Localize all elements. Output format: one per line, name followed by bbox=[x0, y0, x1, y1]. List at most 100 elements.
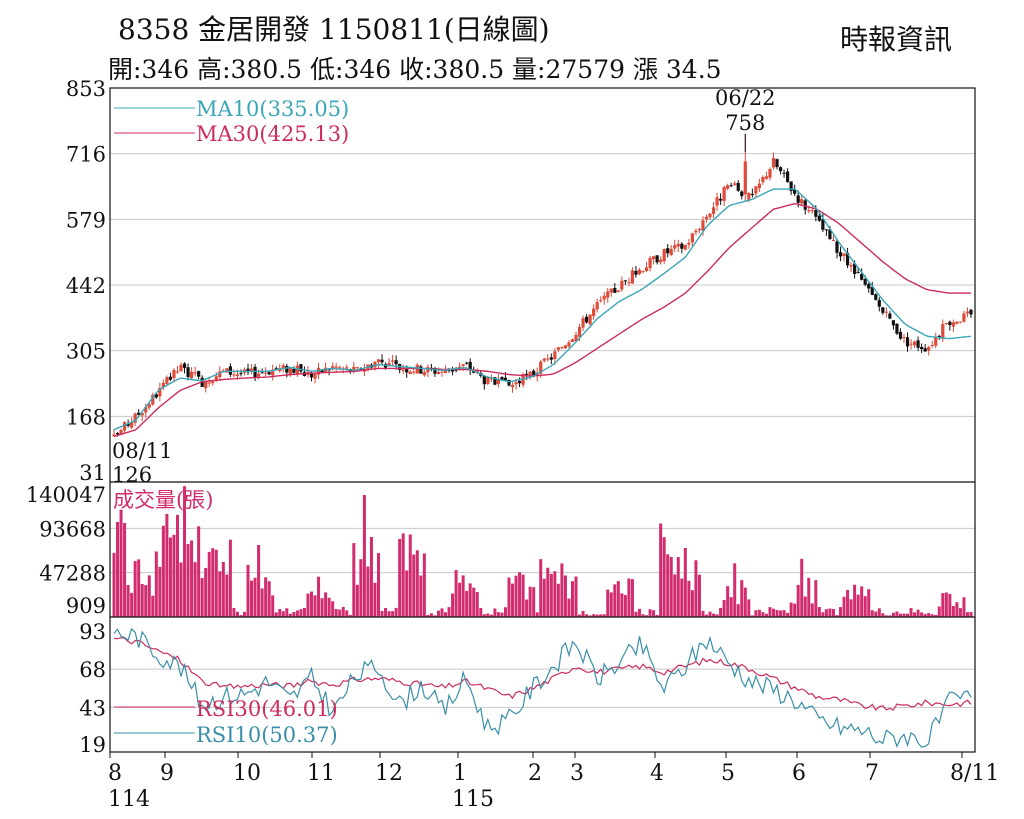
volume-bar bbox=[796, 584, 800, 617]
volume-bar bbox=[560, 563, 564, 617]
volume-bar bbox=[514, 575, 518, 617]
volume-bar bbox=[521, 574, 525, 617]
volume-bar bbox=[846, 589, 850, 617]
candle-body bbox=[835, 241, 839, 253]
volume-bar bbox=[415, 550, 419, 617]
candle-body bbox=[285, 365, 289, 373]
volume-bar bbox=[295, 610, 299, 617]
volume-bar bbox=[853, 584, 857, 617]
volume-bar bbox=[920, 612, 924, 617]
candle-body bbox=[902, 336, 906, 338]
volume-bar bbox=[366, 566, 370, 617]
x-month-label: 11 bbox=[307, 761, 335, 786]
volume-bar bbox=[175, 514, 179, 617]
volume-bar bbox=[712, 613, 716, 617]
volume-bar bbox=[257, 545, 261, 617]
candle-body bbox=[849, 264, 853, 267]
volume-bar bbox=[803, 596, 807, 617]
ma10-line bbox=[113, 188, 972, 431]
volume-bar bbox=[489, 614, 493, 617]
chart-frame bbox=[109, 87, 976, 758]
volume-bar bbox=[849, 599, 853, 617]
candle-body bbox=[299, 364, 303, 372]
volume-bar bbox=[493, 608, 497, 617]
candle-body bbox=[863, 278, 867, 285]
candle-body bbox=[616, 290, 620, 292]
volume-bar bbox=[683, 547, 687, 617]
price-tick-label: 31 bbox=[79, 461, 106, 485]
volume-bar bbox=[507, 577, 511, 617]
candle-body bbox=[507, 379, 511, 386]
candle-body bbox=[775, 159, 779, 168]
volume-bar bbox=[623, 595, 627, 617]
candle-body bbox=[905, 337, 910, 347]
candle-body bbox=[394, 360, 398, 365]
grid-lines bbox=[110, 153, 975, 708]
candle-body bbox=[641, 271, 645, 273]
volume-bar bbox=[793, 603, 797, 617]
volume-bar bbox=[962, 597, 966, 617]
volume-bar bbox=[666, 554, 670, 617]
volume-bar bbox=[412, 554, 416, 617]
candle-body bbox=[853, 263, 857, 274]
volume-bar bbox=[444, 612, 448, 617]
volume-bar bbox=[204, 567, 208, 617]
volume-bar bbox=[373, 582, 377, 617]
volume-bar bbox=[948, 594, 952, 617]
candle-body bbox=[175, 371, 180, 373]
volume-bar bbox=[708, 611, 712, 617]
candle-body bbox=[454, 369, 458, 371]
volume-bar bbox=[719, 607, 723, 617]
volume-bar bbox=[362, 494, 366, 617]
volume-bar bbox=[239, 615, 243, 617]
volume-bar bbox=[860, 586, 864, 617]
volume-bar bbox=[302, 607, 306, 617]
candle-body bbox=[130, 422, 134, 428]
volume-bar bbox=[359, 559, 363, 617]
candle-body bbox=[482, 375, 486, 385]
volume-bar bbox=[475, 591, 479, 617]
candle-body bbox=[711, 207, 716, 214]
peak-value-label: 758 bbox=[725, 111, 765, 135]
volume-bar bbox=[250, 580, 254, 617]
candle-body bbox=[884, 311, 888, 313]
candle-body bbox=[253, 366, 257, 378]
candle-body bbox=[602, 295, 606, 300]
chart-title: 8358 金居開發 1150811(日線圖) bbox=[118, 13, 550, 46]
volume-bar bbox=[934, 614, 938, 617]
volume-bar bbox=[662, 537, 666, 617]
candle-body bbox=[235, 374, 240, 377]
volume-bar bbox=[606, 589, 610, 617]
candle-body bbox=[584, 316, 589, 323]
candle-body bbox=[422, 371, 426, 376]
candle-body bbox=[144, 407, 148, 413]
volume-tick-label: 909 bbox=[66, 594, 106, 618]
volume-bar bbox=[331, 601, 335, 617]
candle-body bbox=[574, 334, 578, 342]
candle-body bbox=[909, 343, 913, 345]
candle-body bbox=[249, 368, 254, 372]
volume-bar bbox=[345, 610, 349, 617]
volume-title: 成交量(張) bbox=[113, 488, 213, 512]
candle-body bbox=[387, 362, 391, 367]
legend-ma10-label: MA10(335.05) bbox=[196, 97, 349, 121]
volume-bar bbox=[775, 610, 779, 617]
candle-body bbox=[965, 311, 970, 314]
candle-body bbox=[733, 183, 737, 185]
volume-tick-label: 140047 bbox=[26, 483, 106, 507]
x-month-label: 4 bbox=[650, 761, 664, 786]
candle-body bbox=[701, 220, 705, 231]
volume-bar bbox=[391, 611, 395, 617]
candle-body bbox=[161, 382, 165, 388]
volume-bar bbox=[133, 560, 137, 617]
candle-body bbox=[673, 245, 677, 249]
candle-body bbox=[549, 357, 553, 360]
price-tick-label: 853 bbox=[66, 77, 106, 101]
x-month-label: 10 bbox=[233, 761, 261, 786]
volume-bar bbox=[193, 562, 197, 617]
volume-bar bbox=[151, 595, 155, 617]
candle-body bbox=[930, 344, 934, 346]
volume-bar bbox=[740, 580, 744, 617]
candle-body bbox=[757, 183, 761, 189]
candle-body bbox=[838, 252, 843, 257]
